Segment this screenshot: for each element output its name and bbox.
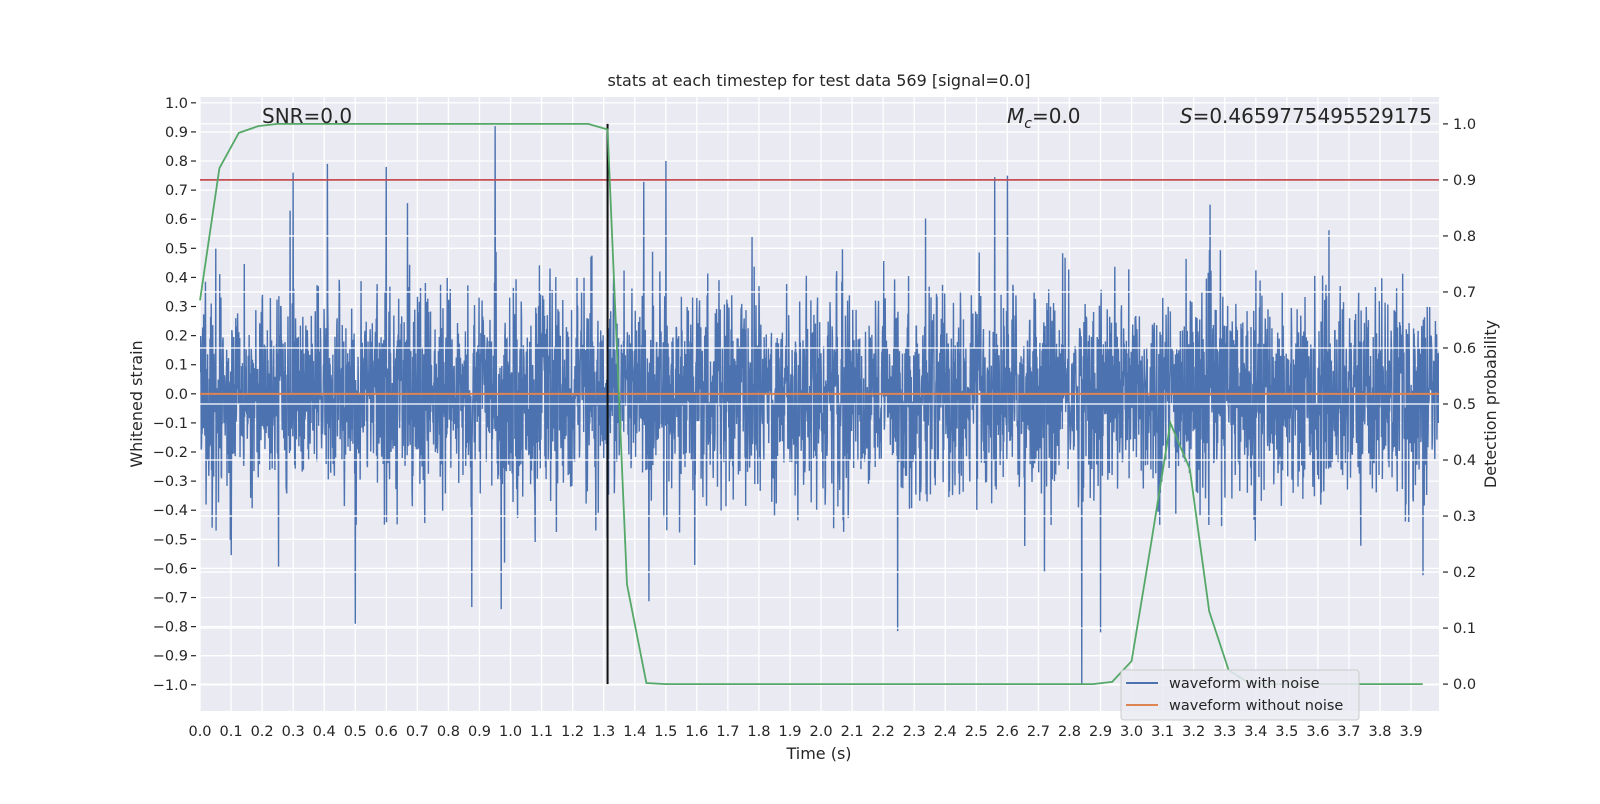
left-y-tick-label: 1.0 xyxy=(165,96,188,112)
x-tick-label: 2.9 xyxy=(1089,724,1112,740)
left-y-tick-label: −0.7 xyxy=(153,591,188,607)
s-value: =0.4659775495529175 xyxy=(1193,104,1432,128)
left-y-tick-label: 0.6 xyxy=(165,212,188,228)
left-y-tick-label: −0.4 xyxy=(153,503,188,519)
left-y-tick-label: 0.4 xyxy=(165,270,188,286)
x-tick-label: 3.2 xyxy=(1182,724,1205,740)
left-y-tick-label: −0.2 xyxy=(153,445,188,461)
x-tick-label: 3.0 xyxy=(1120,724,1143,740)
x-tick-label: 0.0 xyxy=(188,724,211,740)
x-tick-label: 0.4 xyxy=(313,724,336,740)
legend-label-without-noise: waveform without noise xyxy=(1169,698,1343,714)
right-y-tick-label: 0.4 xyxy=(1453,453,1476,469)
chirp-mass-annotation: Mc=0.0 xyxy=(1007,104,1081,132)
left-y-axis-label: Whitened strain xyxy=(127,340,146,467)
x-tick-label: 0.2 xyxy=(251,724,274,740)
x-tick-label: 3.8 xyxy=(1368,724,1391,740)
x-tick-label: 1.0 xyxy=(499,724,522,740)
x-tick-label: 2.7 xyxy=(1027,724,1050,740)
right-y-axis-label: Detection probability xyxy=(1481,320,1500,488)
x-tick-label: 3.4 xyxy=(1244,724,1267,740)
left-y-tick-label: 0.5 xyxy=(165,241,188,257)
x-tick-label: 3.9 xyxy=(1400,724,1423,740)
x-axis-ticks: 0.0 0.1 0.2 0.3 0.4 0.5 0.6 0.7 0.8 0.9 1.0 1.1 1.2 1… xyxy=(188,724,1422,740)
right-y-axis-ticks: 1.0 0.9 0.8 0.7 0.6 0.5 0.4 0.3 0.2 0.1 0.0 xyxy=(1443,117,1476,693)
right-y-tick-label: 0.8 xyxy=(1453,229,1476,245)
left-y-tick-label: 0.3 xyxy=(165,300,188,316)
x-tick-label: 2.6 xyxy=(996,724,1019,740)
x-tick-label: 2.8 xyxy=(1058,724,1081,740)
legend: waveform with noise waveform without noi… xyxy=(1121,670,1359,720)
left-y-tick-label: 0.0 xyxy=(165,387,188,403)
left-y-tick-label: −0.3 xyxy=(153,474,188,490)
x-tick-label: 3.7 xyxy=(1337,724,1360,740)
left-y-tick-label: −0.6 xyxy=(153,561,188,577)
right-y-tick-label: 0.7 xyxy=(1453,285,1476,301)
x-tick-label: 0.3 xyxy=(282,724,305,740)
right-y-tick-label: 0.6 xyxy=(1453,341,1476,357)
x-tick-label: 2.4 xyxy=(934,724,957,740)
x-tick-label: 3.3 xyxy=(1213,724,1236,740)
x-tick-label: 1.1 xyxy=(530,724,553,740)
s-symbol: S xyxy=(1180,104,1193,128)
x-tick-label: 0.5 xyxy=(344,724,367,740)
right-y-tick-label: 0.9 xyxy=(1453,173,1476,189)
x-tick-label: 2.2 xyxy=(872,724,895,740)
left-y-tick-label: −1.0 xyxy=(153,678,188,694)
x-tick-label: 1.9 xyxy=(778,724,801,740)
left-y-axis-ticks: 1.0 0.9 0.8 0.7 0.6 0.5 0.4 0.3 0.2 0.1 0.0 −0.1 −0.… xyxy=(153,96,196,694)
left-y-tick-label: 0.7 xyxy=(165,183,188,199)
x-tick-label: 0.1 xyxy=(220,724,243,740)
right-y-tick-label: 0.1 xyxy=(1453,621,1476,637)
left-y-tick-label: 0.2 xyxy=(165,329,188,345)
x-tick-label: 2.3 xyxy=(903,724,926,740)
left-y-tick-label: 0.9 xyxy=(165,125,188,141)
right-y-tick-label: 0.2 xyxy=(1453,565,1476,581)
snr-annotation: SNR=0.0 xyxy=(262,104,352,128)
x-tick-label: 0.8 xyxy=(437,724,460,740)
left-y-tick-label: −0.5 xyxy=(153,532,188,548)
left-y-tick-label: −0.8 xyxy=(153,620,188,636)
right-y-tick-label: 0.3 xyxy=(1453,509,1476,525)
x-tick-label: 3.1 xyxy=(1151,724,1174,740)
x-tick-label: 0.7 xyxy=(406,724,429,740)
x-tick-label: 1.8 xyxy=(747,724,770,740)
x-tick-label: 1.2 xyxy=(561,724,584,740)
x-tick-label: 1.3 xyxy=(592,724,615,740)
legend-label-with-noise: waveform with noise xyxy=(1169,676,1320,692)
x-tick-label: 2.5 xyxy=(965,724,988,740)
right-y-tick-label: 0.5 xyxy=(1453,397,1476,413)
x-tick-label: 1.6 xyxy=(685,724,708,740)
left-y-tick-label: −0.1 xyxy=(153,416,188,432)
right-y-tick-label: 0.0 xyxy=(1453,677,1476,693)
s-annotation: S=0.4659775495529175 xyxy=(1180,104,1432,128)
left-y-tick-label: −0.9 xyxy=(153,649,188,665)
x-tick-label: 1.7 xyxy=(716,724,739,740)
mc-value: =0.0 xyxy=(1032,104,1081,128)
x-tick-label: 3.5 xyxy=(1275,724,1298,740)
x-tick-label: 0.6 xyxy=(375,724,398,740)
right-y-tick-label: 1.0 xyxy=(1453,117,1476,133)
x-tick-label: 1.4 xyxy=(623,724,646,740)
x-tick-label: 2.0 xyxy=(810,724,833,740)
left-y-tick-label: 0.8 xyxy=(165,154,188,170)
left-y-tick-label: 0.1 xyxy=(165,358,188,374)
x-tick-label: 0.9 xyxy=(468,724,491,740)
x-tick-label: 1.5 xyxy=(654,724,677,740)
x-tick-label: 2.1 xyxy=(841,724,864,740)
mc-symbol: M xyxy=(1007,104,1024,128)
x-axis-label: Time (s) xyxy=(785,744,851,763)
chart-title: stats at each timestep for test data 569… xyxy=(607,71,1030,90)
x-tick-label: 3.6 xyxy=(1306,724,1329,740)
